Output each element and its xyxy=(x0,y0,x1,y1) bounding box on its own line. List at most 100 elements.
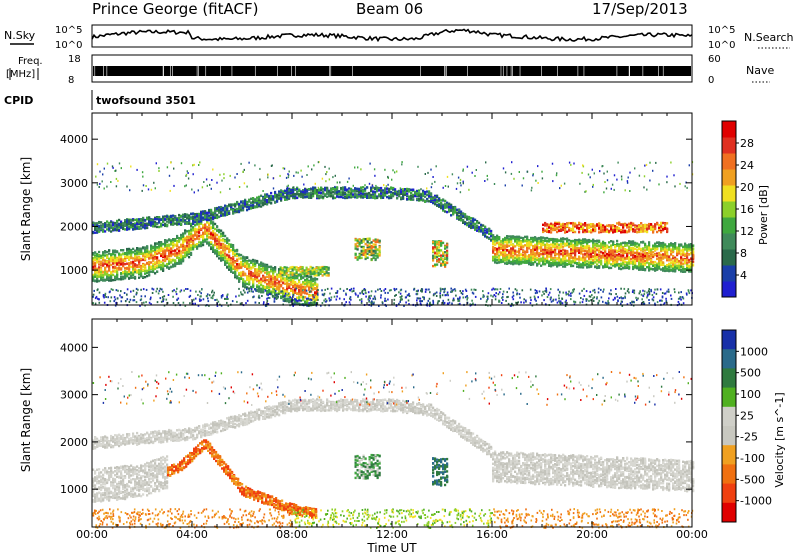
data-cell xyxy=(588,247,591,250)
data-cell xyxy=(412,188,415,191)
data-cell xyxy=(548,262,551,265)
data-cell xyxy=(564,237,567,241)
data-cell xyxy=(116,226,119,229)
data-cell xyxy=(254,260,257,263)
data-cell xyxy=(572,261,575,264)
data-cell xyxy=(108,252,111,255)
data-cell xyxy=(300,286,303,289)
data-cell xyxy=(542,250,545,254)
data-cell xyxy=(470,226,473,230)
data-cell xyxy=(116,275,119,278)
data-cell xyxy=(538,242,541,245)
data-cell xyxy=(480,229,483,232)
data-cell xyxy=(516,241,519,245)
data-cell xyxy=(186,222,189,225)
data-cell xyxy=(222,247,225,250)
data-cell xyxy=(196,247,199,250)
data-cell xyxy=(252,274,255,278)
data-cell xyxy=(154,255,157,259)
data-cell xyxy=(184,215,187,219)
data-cell xyxy=(236,203,239,206)
data-cell xyxy=(316,189,319,192)
data-cell xyxy=(228,210,231,213)
data-cell xyxy=(442,207,445,210)
data-cell xyxy=(270,202,273,205)
data-cell xyxy=(522,255,525,258)
data-cell xyxy=(238,210,241,214)
data-cell xyxy=(92,260,95,264)
data-cell xyxy=(502,241,505,245)
data-cell xyxy=(122,259,125,262)
data-cell xyxy=(460,219,463,222)
data-cell xyxy=(538,261,541,264)
data-cell xyxy=(176,262,179,265)
data-cell xyxy=(588,264,591,267)
data-cell xyxy=(250,267,253,270)
data-cell xyxy=(410,188,413,191)
data-cell xyxy=(144,257,147,260)
data-cell xyxy=(144,269,147,273)
data-cell xyxy=(324,188,327,191)
data-cell xyxy=(168,254,171,258)
data-cell xyxy=(182,237,185,240)
data-cell xyxy=(112,226,115,230)
data-cell xyxy=(320,188,323,192)
data-cell xyxy=(306,299,309,302)
data-cell xyxy=(494,243,497,246)
data-cell xyxy=(558,256,561,259)
data-cell xyxy=(268,284,271,287)
data-cell xyxy=(556,265,559,268)
data-cell xyxy=(162,220,165,223)
data-cell xyxy=(452,213,455,216)
data-cell xyxy=(252,204,255,207)
data-cell xyxy=(490,232,493,236)
data-cell xyxy=(276,277,279,280)
data-cell xyxy=(278,269,281,272)
data-cell xyxy=(302,287,305,291)
data-cell xyxy=(362,193,365,196)
data-cell xyxy=(402,192,405,195)
data-cell xyxy=(306,195,309,198)
data-cell xyxy=(492,248,495,251)
data-cell xyxy=(252,258,255,262)
data-cell xyxy=(408,197,411,201)
data-cell xyxy=(284,191,287,194)
data-cell xyxy=(270,282,273,285)
data-cell xyxy=(368,191,371,195)
freq-trace xyxy=(93,66,691,76)
data-cell xyxy=(152,218,155,221)
data-cell xyxy=(182,244,185,247)
data-cell xyxy=(98,270,101,273)
data-cell xyxy=(222,256,225,260)
data-cell xyxy=(188,247,191,251)
data-cell xyxy=(178,246,181,249)
data-cell xyxy=(350,196,353,199)
data-cell xyxy=(236,259,239,262)
data-cell xyxy=(464,213,467,216)
data-cell xyxy=(154,246,157,249)
data-cell xyxy=(542,263,545,266)
data-cell xyxy=(228,245,231,248)
data-cell xyxy=(546,259,549,263)
data-cell xyxy=(230,264,233,267)
data-cell xyxy=(550,262,553,265)
data-cell xyxy=(120,260,123,263)
data-cell xyxy=(554,261,557,264)
data-cell xyxy=(138,251,141,254)
data-cell xyxy=(530,259,533,262)
data-cell xyxy=(306,274,309,278)
data-cell xyxy=(124,255,127,258)
data-cell xyxy=(162,242,165,246)
data-cell xyxy=(262,267,265,270)
data-cell xyxy=(122,263,125,266)
data-cell xyxy=(298,285,301,288)
data-cell xyxy=(384,187,387,190)
data-cell xyxy=(190,238,193,241)
data-cell xyxy=(118,229,121,232)
data-cell xyxy=(186,248,189,251)
data-cell xyxy=(160,223,163,226)
data-cell xyxy=(552,245,555,248)
data-cell xyxy=(536,256,539,259)
data-cell xyxy=(328,193,331,196)
data-cell xyxy=(566,242,569,246)
